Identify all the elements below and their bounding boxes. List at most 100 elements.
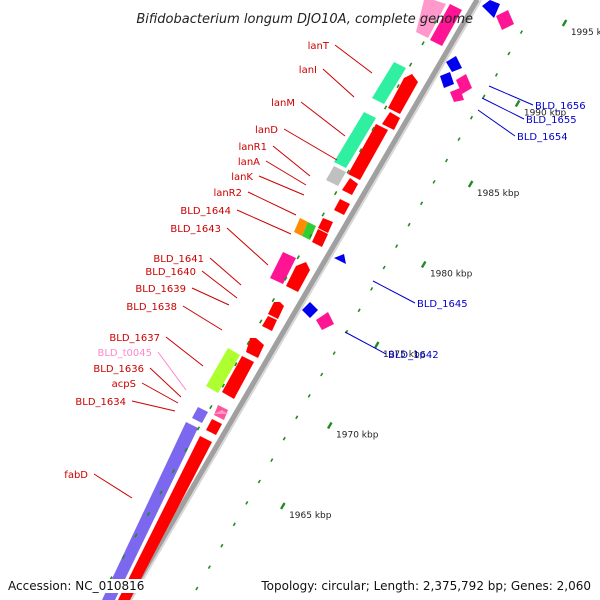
guide-tick bbox=[146, 511, 151, 517]
guide-tick bbox=[419, 201, 424, 206]
gene-label-bld-1655[interactable]: BLD_1655 bbox=[526, 115, 577, 126]
gene-label-bld-1643[interactable]: BLD_1643 bbox=[170, 224, 221, 235]
gene-label-lant[interactable]: lanT bbox=[308, 41, 330, 52]
guide-tick bbox=[432, 179, 436, 184]
lanT-cds-feature[interactable] bbox=[388, 74, 418, 114]
BLD-t0045-feature[interactable] bbox=[206, 348, 240, 393]
BLD-1654b-feature[interactable] bbox=[450, 88, 464, 102]
guide-tick bbox=[396, 83, 400, 89]
guide-tick bbox=[371, 126, 375, 132]
gene-label-bld-1634[interactable]: BLD_1634 bbox=[75, 397, 126, 408]
BLD-1634-feature[interactable] bbox=[192, 407, 208, 423]
gene-label-bld-1638[interactable]: BLD_1638 bbox=[126, 302, 177, 313]
gene-label-lanr1[interactable]: lanR1 bbox=[238, 142, 267, 153]
lanR2-feature[interactable] bbox=[302, 222, 316, 240]
gene-label-bld-1637[interactable]: BLD_1637 bbox=[109, 333, 160, 344]
guide-ticks bbox=[109, 19, 523, 591]
gene-label-lanr2[interactable]: lanR2 bbox=[213, 188, 242, 199]
guide-tick bbox=[121, 554, 126, 560]
lanT-feature[interactable] bbox=[372, 62, 406, 104]
BLD-1642-feature[interactable] bbox=[302, 302, 318, 318]
top-pink-feature[interactable] bbox=[416, 0, 446, 38]
label-leader-line bbox=[165, 336, 204, 367]
BLD-1656-feature[interactable] bbox=[482, 0, 500, 18]
BLD-1656b-feature[interactable] bbox=[496, 10, 514, 30]
guide-tick bbox=[457, 137, 461, 142]
top-red-feature[interactable] bbox=[430, 4, 462, 46]
guide-tick bbox=[408, 62, 413, 67]
guide-tick bbox=[309, 233, 313, 239]
gene-label-lana[interactable]: lanA bbox=[238, 157, 260, 168]
accession-text: Accession: NC_010816 bbox=[8, 579, 145, 593]
guide-tick bbox=[257, 479, 261, 484]
BLD-1643-feature[interactable] bbox=[286, 262, 310, 292]
guide-tick bbox=[482, 94, 486, 99]
gene-label-bld-1644[interactable]: BLD_1644 bbox=[180, 206, 231, 217]
gene-label-bld-1654[interactable]: BLD_1654 bbox=[517, 132, 568, 143]
lanA-feature[interactable] bbox=[318, 218, 333, 233]
guide-tick bbox=[221, 383, 226, 388]
gene-label-bld-t0045[interactable]: BLD_t0045 bbox=[97, 348, 152, 359]
scale-tick-label: 1970 kbp bbox=[336, 431, 379, 441]
BLD-1655b-feature[interactable] bbox=[440, 72, 454, 88]
label-leader-line bbox=[236, 209, 292, 235]
gene-label-bld-1640[interactable]: BLD_1640 bbox=[145, 267, 196, 278]
scale-tick bbox=[420, 260, 427, 269]
BLD-1642b-feature[interactable] bbox=[316, 312, 334, 330]
BLD-1641-feature[interactable] bbox=[270, 252, 296, 284]
guide-tick bbox=[284, 276, 288, 281]
gene-label-bld-1645[interactable]: BLD_1645 bbox=[417, 299, 468, 310]
label-leader-line bbox=[300, 101, 346, 137]
lanR1-feature[interactable] bbox=[334, 199, 350, 215]
scale-tick bbox=[514, 99, 521, 108]
BLD-1645-feature[interactable] bbox=[334, 254, 346, 264]
label-leader-line bbox=[247, 191, 297, 216]
BLD-1637-feature[interactable] bbox=[222, 356, 254, 399]
gene-label-lanm[interactable]: lanM bbox=[271, 98, 295, 109]
lanR1b-feature[interactable] bbox=[342, 178, 358, 195]
scale-tick bbox=[326, 421, 333, 430]
scale-tick-label: 1965 kbp bbox=[289, 511, 332, 521]
gene-label-bld-1636[interactable]: BLD_1636 bbox=[93, 364, 144, 375]
gene-label-bld-1642[interactable]: BLD_1642 bbox=[388, 350, 439, 361]
gene-label-lank[interactable]: lanK bbox=[231, 172, 253, 183]
BLD-1639-feature[interactable] bbox=[268, 302, 284, 319]
acpS-feature[interactable] bbox=[206, 419, 222, 435]
lanM-cds-feature[interactable] bbox=[348, 124, 388, 180]
BLD-1655-feature[interactable] bbox=[446, 56, 462, 72]
BLD-1634-rev-feature[interactable] bbox=[214, 410, 228, 414]
gene-label-bld-1641[interactable]: BLD_1641 bbox=[153, 254, 204, 265]
guide-tick bbox=[282, 436, 286, 441]
scale-tick-label: 1990 kbp bbox=[524, 109, 567, 119]
guide-tick bbox=[259, 319, 263, 324]
fabD-feature[interactable] bbox=[102, 422, 198, 600]
BLD-1637b-feature[interactable] bbox=[246, 338, 264, 358]
lanI-small-feature[interactable] bbox=[382, 112, 400, 130]
BLD-1638-feature[interactable] bbox=[262, 316, 277, 331]
label-leader-line bbox=[488, 85, 534, 106]
lanK-feature[interactable] bbox=[294, 218, 308, 236]
scale-tick-label: 1975 kbp bbox=[383, 350, 426, 360]
gene-label-lani[interactable]: lanI bbox=[299, 65, 317, 76]
fabD-cds-feature[interactable] bbox=[118, 436, 212, 600]
guide-tick bbox=[494, 72, 499, 77]
lanM-feature[interactable] bbox=[334, 112, 376, 168]
forward-features bbox=[102, 0, 462, 600]
guide-tick bbox=[333, 190, 338, 196]
label-leader-line bbox=[481, 97, 525, 120]
scale-tick-label: 1980 kbp bbox=[430, 270, 473, 280]
gene-label-land[interactable]: lanD bbox=[255, 125, 278, 136]
BLD-1644-feature[interactable] bbox=[312, 229, 328, 247]
scale-tick bbox=[467, 180, 474, 188]
lanD-feature[interactable] bbox=[326, 166, 346, 186]
guide-tick bbox=[383, 105, 388, 110]
gene-label-bld-1656[interactable]: BLD_1656 bbox=[535, 101, 586, 112]
gene-label-bld-1639[interactable]: BLD_1639 bbox=[135, 284, 186, 295]
guide-tick bbox=[171, 469, 176, 474]
guide-tick bbox=[519, 30, 523, 35]
gene-label-acps[interactable]: acpS bbox=[112, 379, 136, 390]
guide-tick bbox=[207, 565, 211, 570]
gene-label-fabd[interactable]: fabD bbox=[64, 470, 88, 481]
guide-tick bbox=[407, 222, 411, 227]
guide-tick bbox=[184, 447, 188, 453]
